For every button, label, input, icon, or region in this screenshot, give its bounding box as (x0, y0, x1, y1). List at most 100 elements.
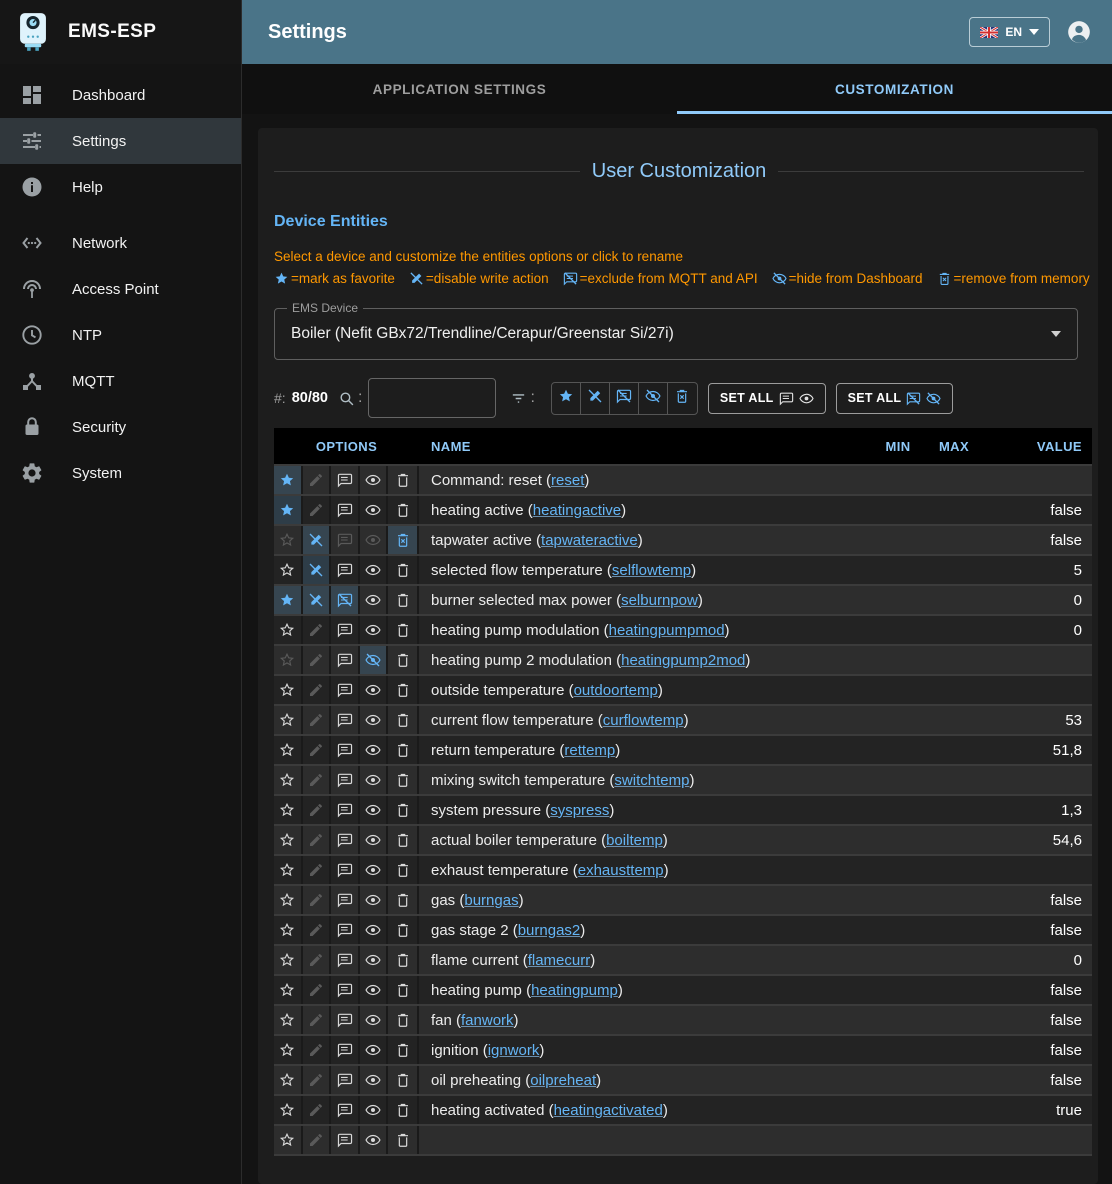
remove-toggle[interactable] (388, 946, 417, 974)
write-toggle[interactable] (303, 976, 332, 1004)
remove-toggle[interactable] (388, 766, 417, 794)
favorite-toggle[interactable] (274, 496, 303, 524)
write-toggle[interactable] (303, 616, 332, 644)
favorite-toggle[interactable] (274, 916, 303, 944)
remove-toggle[interactable] (388, 496, 417, 524)
hide-toggle[interactable] (360, 946, 389, 974)
hide-toggle[interactable] (359, 646, 389, 674)
search-input[interactable] (368, 378, 497, 418)
mqtt-exclude-toggle[interactable] (331, 616, 360, 644)
mqtt-exclude-toggle[interactable] (331, 496, 360, 524)
filter-mqtt-exclude-toggle[interactable] (610, 382, 639, 414)
favorite-toggle[interactable] (274, 1126, 303, 1154)
write-toggle[interactable] (303, 1006, 332, 1034)
sidebar-item-dashboard[interactable]: Dashboard (0, 72, 241, 118)
hide-toggle[interactable] (360, 796, 389, 824)
favorite-toggle[interactable] (274, 886, 303, 914)
mqtt-exclude-toggle[interactable] (331, 736, 360, 764)
write-toggle[interactable] (303, 736, 332, 764)
remove-toggle[interactable] (388, 586, 417, 614)
favorite-toggle[interactable] (274, 616, 303, 644)
mqtt-exclude-toggle[interactable] (331, 916, 360, 944)
favorite-toggle[interactable] (274, 976, 303, 1004)
favorite-toggle[interactable] (274, 556, 303, 584)
sidebar-item-mqtt[interactable]: MQTT (0, 358, 241, 404)
favorite-toggle[interactable] (274, 646, 303, 674)
hide-toggle[interactable] (360, 496, 389, 524)
entity-code-link[interactable]: fanwork (461, 1011, 514, 1029)
favorite-toggle[interactable] (274, 826, 303, 854)
remove-toggle[interactable] (388, 796, 417, 824)
hide-toggle[interactable] (360, 676, 389, 704)
sidebar-item-ntp[interactable]: NTP (0, 312, 241, 358)
filter-favorite-toggle[interactable] (552, 382, 581, 414)
mqtt-exclude-toggle[interactable] (331, 586, 360, 614)
mqtt-exclude-toggle[interactable] (331, 1096, 360, 1124)
entity-code-link[interactable]: heatingpumpmod (608, 621, 725, 639)
favorite-toggle[interactable] (274, 676, 303, 704)
filter-hidden-toggle[interactable] (639, 382, 668, 414)
hide-toggle[interactable] (360, 1036, 389, 1064)
favorite-toggle[interactable] (274, 766, 303, 794)
mqtt-exclude-toggle[interactable] (331, 556, 360, 584)
entity-code-link[interactable]: syspress (550, 801, 610, 819)
mqtt-exclude-toggle[interactable] (331, 1006, 360, 1034)
write-toggle[interactable] (302, 556, 332, 584)
favorite-toggle[interactable] (274, 586, 303, 614)
entity-code-link[interactable]: heatingactive (532, 501, 622, 519)
hide-toggle[interactable] (360, 706, 389, 734)
tab-application-settings[interactable]: APPLICATION SETTINGS (372, 81, 547, 97)
remove-toggle[interactable] (388, 556, 417, 584)
hide-toggle[interactable] (360, 976, 389, 1004)
favorite-toggle[interactable] (274, 1006, 303, 1034)
write-toggle[interactable] (303, 1126, 332, 1154)
remove-toggle[interactable] (388, 1066, 417, 1094)
entity-code-link[interactable]: rettemp (564, 741, 616, 759)
language-selector[interactable]: EN (969, 17, 1050, 47)
remove-toggle[interactable] (388, 736, 417, 764)
remove-toggle[interactable] (388, 1006, 417, 1034)
mqtt-exclude-toggle[interactable] (331, 826, 360, 854)
entity-code-link[interactable]: flamecurr (527, 951, 591, 969)
write-toggle[interactable] (303, 676, 332, 704)
remove-toggle[interactable] (388, 466, 417, 494)
hide-toggle[interactable] (360, 886, 389, 914)
mqtt-exclude-toggle[interactable] (331, 526, 360, 554)
hide-toggle[interactable] (360, 916, 389, 944)
write-toggle[interactable] (303, 496, 332, 524)
mqtt-exclude-toggle[interactable] (331, 1066, 360, 1094)
remove-toggle[interactable] (388, 526, 418, 554)
entity-code-link[interactable]: selburnpow (621, 591, 698, 609)
set-all-hidden-button[interactable]: SET ALL (835, 382, 954, 414)
hide-toggle[interactable] (360, 556, 389, 584)
write-toggle[interactable] (303, 646, 332, 674)
hide-toggle[interactable] (360, 856, 389, 884)
favorite-toggle[interactable] (274, 466, 303, 494)
remove-toggle[interactable] (388, 886, 417, 914)
entity-code-link[interactable]: reset (551, 471, 585, 489)
mqtt-exclude-toggle[interactable] (331, 946, 360, 974)
favorite-toggle[interactable] (274, 526, 303, 554)
write-toggle[interactable] (302, 586, 332, 614)
entity-code-link[interactable]: heatingactivated (553, 1101, 663, 1119)
mqtt-exclude-toggle[interactable] (331, 766, 360, 794)
hide-toggle[interactable] (360, 586, 389, 614)
write-toggle[interactable] (303, 1036, 332, 1064)
tab-customization[interactable]: CUSTOMIZATION (834, 81, 955, 97)
entity-code-link[interactable]: burngas2 (517, 921, 581, 939)
write-toggle[interactable] (303, 856, 332, 884)
hide-toggle[interactable] (360, 1006, 389, 1034)
sidebar-item-settings[interactable]: Settings (0, 118, 241, 164)
favorite-toggle[interactable] (274, 736, 303, 764)
remove-toggle[interactable] (388, 856, 417, 884)
remove-toggle[interactable] (388, 826, 417, 854)
write-toggle[interactable] (303, 946, 332, 974)
favorite-toggle[interactable] (274, 1066, 303, 1094)
hide-toggle[interactable] (360, 526, 389, 554)
hide-toggle[interactable] (360, 826, 389, 854)
filter-deleted-toggle[interactable] (668, 383, 697, 414)
entity-code-link[interactable]: oilpreheat (530, 1071, 597, 1089)
hide-toggle[interactable] (360, 766, 389, 794)
entity-code-link[interactable]: switchtemp (614, 771, 690, 789)
favorite-toggle[interactable] (274, 706, 303, 734)
